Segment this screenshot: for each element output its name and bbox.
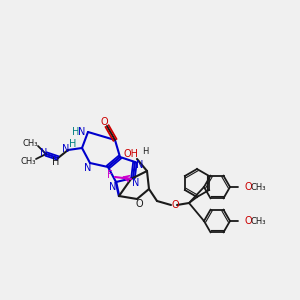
Text: H: H: [72, 127, 80, 137]
Text: O: O: [244, 216, 252, 226]
Text: O: O: [100, 117, 108, 127]
Text: H: H: [142, 146, 148, 155]
Text: O: O: [171, 200, 179, 210]
Text: N: N: [132, 178, 140, 188]
Text: N: N: [62, 144, 70, 154]
Text: F: F: [107, 170, 113, 180]
Text: OH: OH: [124, 149, 139, 159]
Text: O: O: [244, 182, 252, 192]
Text: CH₃: CH₃: [22, 139, 38, 148]
Text: CH₃: CH₃: [250, 182, 266, 191]
Text: N: N: [84, 163, 92, 173]
Text: CH₃: CH₃: [20, 158, 36, 166]
Text: N: N: [136, 160, 144, 170]
Text: N: N: [109, 182, 117, 192]
Text: N: N: [78, 127, 86, 137]
Text: H: H: [52, 157, 60, 167]
Text: O: O: [135, 199, 143, 209]
Text: CH₃: CH₃: [250, 217, 266, 226]
Text: H: H: [69, 139, 77, 149]
Text: N: N: [40, 148, 48, 158]
